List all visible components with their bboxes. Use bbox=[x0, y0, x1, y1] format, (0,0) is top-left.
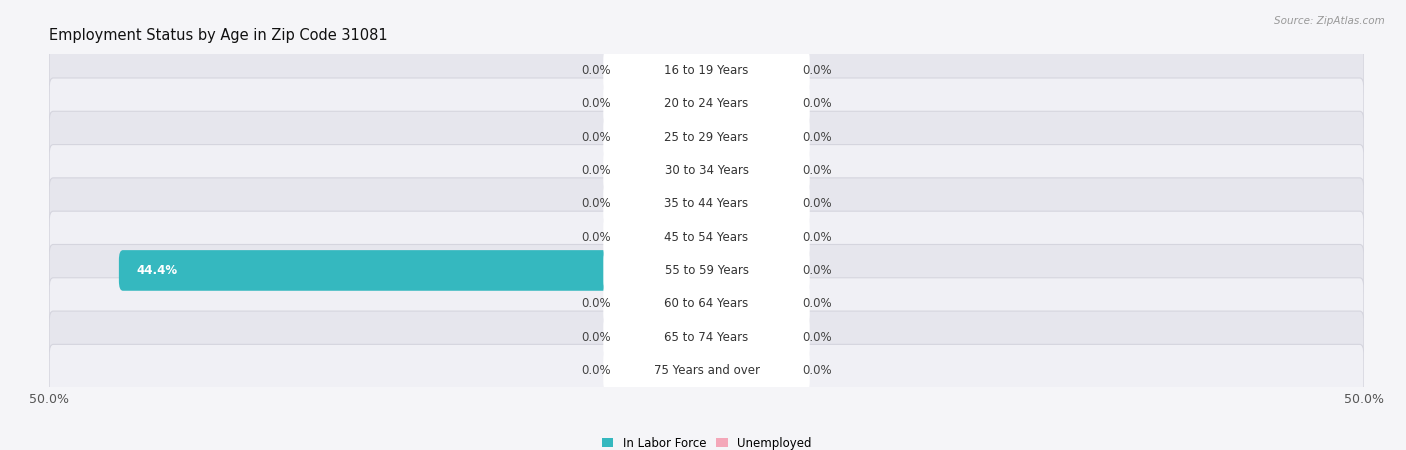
FancyBboxPatch shape bbox=[617, 317, 710, 357]
FancyBboxPatch shape bbox=[49, 78, 1364, 130]
FancyBboxPatch shape bbox=[603, 81, 810, 126]
Text: 0.0%: 0.0% bbox=[803, 231, 832, 243]
FancyBboxPatch shape bbox=[49, 244, 1364, 297]
FancyBboxPatch shape bbox=[617, 284, 710, 324]
Text: 0.0%: 0.0% bbox=[803, 64, 832, 77]
FancyBboxPatch shape bbox=[603, 315, 810, 360]
FancyBboxPatch shape bbox=[49, 144, 1364, 197]
Text: 25 to 29 Years: 25 to 29 Years bbox=[665, 131, 748, 144]
Text: 0.0%: 0.0% bbox=[581, 164, 610, 177]
FancyBboxPatch shape bbox=[603, 148, 810, 193]
FancyBboxPatch shape bbox=[617, 84, 710, 124]
FancyBboxPatch shape bbox=[49, 311, 1364, 363]
FancyBboxPatch shape bbox=[49, 111, 1364, 163]
Legend: In Labor Force, Unemployed: In Labor Force, Unemployed bbox=[596, 432, 817, 450]
Text: 0.0%: 0.0% bbox=[581, 64, 610, 77]
Text: 20 to 24 Years: 20 to 24 Years bbox=[665, 98, 748, 110]
FancyBboxPatch shape bbox=[703, 50, 796, 91]
FancyBboxPatch shape bbox=[617, 184, 710, 224]
FancyBboxPatch shape bbox=[603, 281, 810, 326]
FancyBboxPatch shape bbox=[617, 350, 710, 391]
FancyBboxPatch shape bbox=[703, 84, 796, 124]
FancyBboxPatch shape bbox=[617, 50, 710, 91]
Text: 0.0%: 0.0% bbox=[803, 264, 832, 277]
Text: 0.0%: 0.0% bbox=[581, 231, 610, 243]
FancyBboxPatch shape bbox=[703, 117, 796, 158]
Text: 44.4%: 44.4% bbox=[136, 264, 177, 277]
Text: 65 to 74 Years: 65 to 74 Years bbox=[665, 331, 748, 343]
FancyBboxPatch shape bbox=[703, 250, 796, 291]
FancyBboxPatch shape bbox=[603, 181, 810, 226]
Text: 16 to 19 Years: 16 to 19 Years bbox=[664, 64, 749, 77]
Text: 0.0%: 0.0% bbox=[803, 297, 832, 310]
FancyBboxPatch shape bbox=[49, 211, 1364, 263]
Text: 60 to 64 Years: 60 to 64 Years bbox=[665, 297, 748, 310]
FancyBboxPatch shape bbox=[603, 115, 810, 160]
FancyBboxPatch shape bbox=[703, 217, 796, 257]
FancyBboxPatch shape bbox=[703, 284, 796, 324]
Text: 0.0%: 0.0% bbox=[581, 131, 610, 144]
FancyBboxPatch shape bbox=[703, 150, 796, 191]
Text: 75 Years and over: 75 Years and over bbox=[654, 364, 759, 377]
FancyBboxPatch shape bbox=[49, 178, 1364, 230]
Text: Source: ZipAtlas.com: Source: ZipAtlas.com bbox=[1274, 16, 1385, 26]
FancyBboxPatch shape bbox=[603, 248, 810, 293]
FancyBboxPatch shape bbox=[703, 350, 796, 391]
FancyBboxPatch shape bbox=[49, 45, 1364, 97]
Text: 0.0%: 0.0% bbox=[581, 364, 610, 377]
Text: 0.0%: 0.0% bbox=[803, 331, 832, 343]
FancyBboxPatch shape bbox=[617, 150, 710, 191]
Text: 55 to 59 Years: 55 to 59 Years bbox=[665, 264, 748, 277]
FancyBboxPatch shape bbox=[120, 250, 710, 291]
Text: 30 to 34 Years: 30 to 34 Years bbox=[665, 164, 748, 177]
Text: 0.0%: 0.0% bbox=[803, 131, 832, 144]
Text: 45 to 54 Years: 45 to 54 Years bbox=[665, 231, 748, 243]
FancyBboxPatch shape bbox=[49, 278, 1364, 330]
FancyBboxPatch shape bbox=[703, 317, 796, 357]
FancyBboxPatch shape bbox=[49, 344, 1364, 396]
Text: 0.0%: 0.0% bbox=[803, 198, 832, 210]
FancyBboxPatch shape bbox=[603, 215, 810, 260]
Text: 0.0%: 0.0% bbox=[581, 297, 610, 310]
Text: 0.0%: 0.0% bbox=[803, 364, 832, 377]
FancyBboxPatch shape bbox=[603, 48, 810, 93]
Text: 0.0%: 0.0% bbox=[581, 198, 610, 210]
FancyBboxPatch shape bbox=[603, 348, 810, 393]
Text: 0.0%: 0.0% bbox=[581, 98, 610, 110]
Text: 0.0%: 0.0% bbox=[803, 98, 832, 110]
FancyBboxPatch shape bbox=[617, 117, 710, 158]
FancyBboxPatch shape bbox=[703, 184, 796, 224]
FancyBboxPatch shape bbox=[617, 217, 710, 257]
Text: Employment Status by Age in Zip Code 31081: Employment Status by Age in Zip Code 310… bbox=[49, 28, 388, 43]
Text: 0.0%: 0.0% bbox=[803, 164, 832, 177]
Text: 35 to 44 Years: 35 to 44 Years bbox=[665, 198, 748, 210]
Text: 0.0%: 0.0% bbox=[581, 331, 610, 343]
